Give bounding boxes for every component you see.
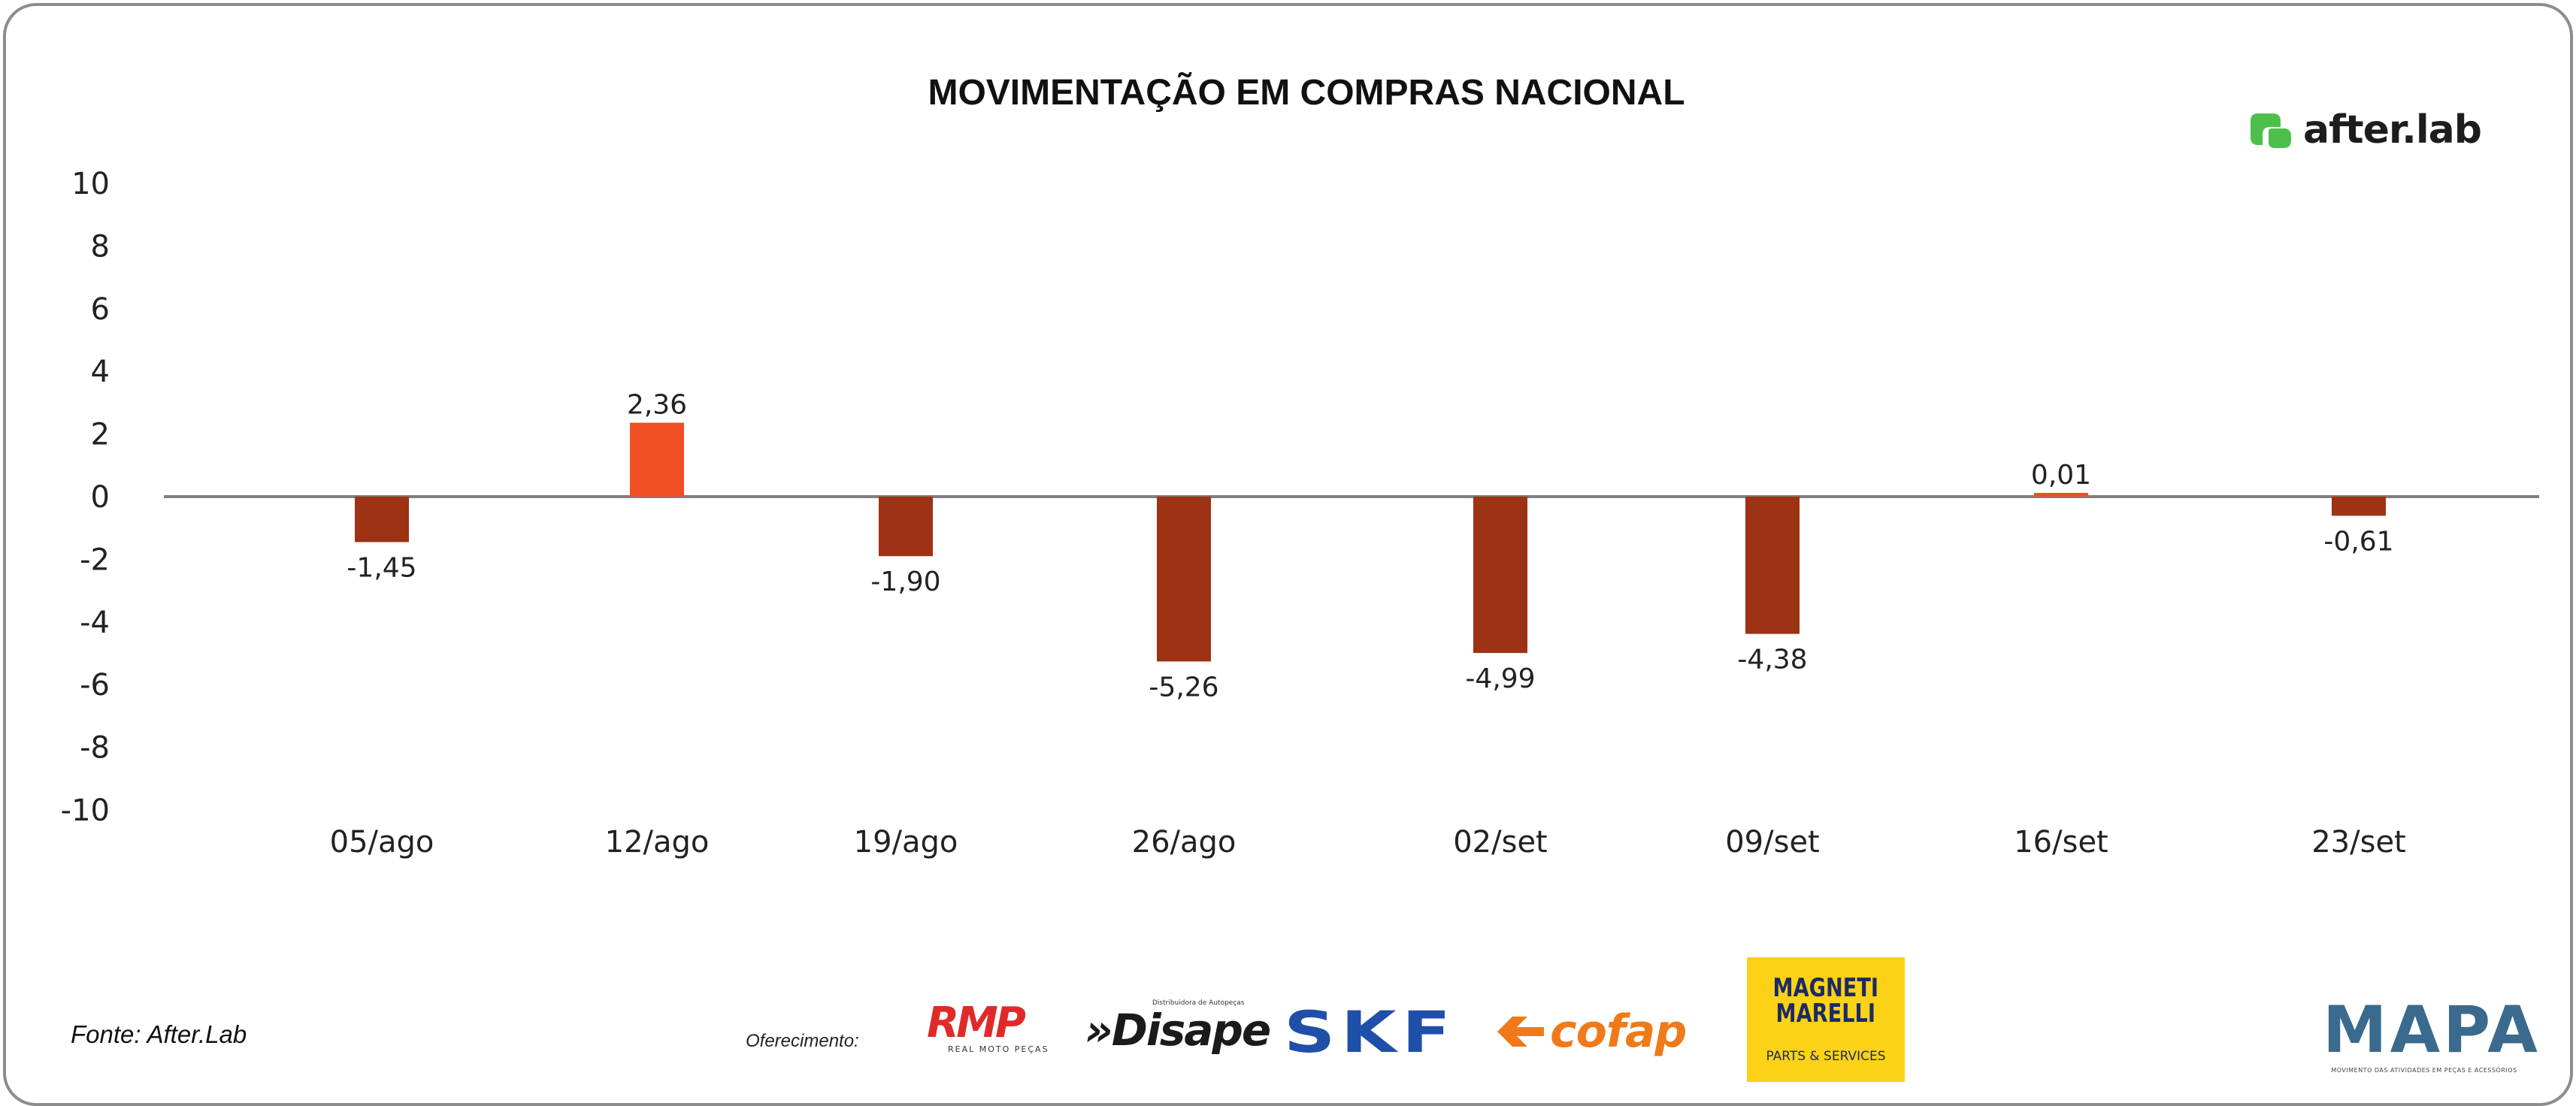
bar	[630, 422, 684, 497]
bar	[2034, 493, 2088, 497]
bar	[1157, 497, 1211, 662]
magneti-line2: MARELLI	[1775, 999, 1876, 1029]
data-label: -0,61	[2323, 526, 2393, 557]
y-tick-label: -10	[61, 793, 110, 828]
mapa-logo: MAPA MOVIMENTO DAS ATIVIDADES EM PEÇAS E…	[2323, 993, 2541, 1080]
data-label: -1,90	[870, 567, 940, 597]
x-tick-label: 23/set	[2311, 825, 2406, 860]
x-tick-label: 16/set	[2014, 825, 2108, 860]
x-axis: 05/ago 12/ago 19/ago 26/ago 02/set 09/set 16/s…	[330, 825, 2406, 860]
data-label: -1,45	[347, 552, 416, 583]
magneti-line1: MAGNETI	[1772, 973, 1879, 1003]
x-tick-label: 09/set	[1725, 825, 1820, 860]
magneti-marelli-logo: MAGNETI MARELLI PARTS & SERVICES	[1747, 957, 1905, 1082]
cofap-logo: cofap	[1494, 1005, 1687, 1058]
data-label: 0,01	[2031, 460, 2091, 491]
rmp-wordmark: RMP	[927, 999, 1026, 1047]
x-tick-label: 19/ago	[854, 825, 958, 860]
y-tick-label: 8	[91, 229, 110, 264]
y-tick-label: -6	[80, 668, 110, 703]
y-tick-label: 2	[91, 418, 110, 452]
sponsor-label: Oferecimento:	[746, 1031, 859, 1051]
bar-chart: 10 8 6 4 2 0 -2 -4 -6 -8 -10 -1,45 2,36 -1,90 -5,26 -4…	[61, 167, 2539, 860]
x-tick-label: 02/set	[1453, 825, 1548, 860]
disape-logo: Distribuidora de Autopeças »Disape	[1085, 999, 1271, 1059]
bars	[355, 422, 2386, 662]
afterlab-logo-icon	[2251, 113, 2291, 148]
rmp-subtitle: REAL MOTO PEÇAS	[948, 1044, 1049, 1054]
disape-wordmark: »Disape	[1085, 1005, 1271, 1056]
disape-tagline: Distribuidora de Autopeças	[1152, 999, 1245, 1007]
y-tick-label: 6	[91, 292, 110, 327]
y-tick-label: -4	[80, 606, 110, 640]
x-tick-label: 12/ago	[605, 825, 710, 860]
magneti-subtitle: PARTS & SERVICES	[1766, 1049, 1886, 1064]
mapa-subtitle: MOVIMENTO DAS ATIVIDADES EM PEÇAS E ACES…	[2331, 1067, 2517, 1074]
y-tick-label: -8	[80, 731, 110, 766]
chart-title: MOVIMENTAÇÃO EM COMPRAS NACIONAL	[928, 73, 1685, 113]
bar	[1473, 497, 1527, 654]
cofap-wordmark: cofap	[1550, 1005, 1687, 1058]
chart-frame: MOVIMENTAÇÃO EM COMPRAS NACIONAL 10 8 6 4 2 0…	[3, 3, 2573, 1106]
y-tick-label: 10	[71, 167, 110, 201]
afterlab-logo: after.lab	[2246, 104, 2482, 156]
x-tick-label: 26/ago	[1132, 825, 1237, 860]
data-label: -4,38	[1737, 645, 1807, 675]
rmp-logo: RMP REAL MOTO PEÇAS	[927, 1002, 1062, 1061]
cofap-mark-icon	[1497, 1017, 1544, 1047]
y-tick-label: 0	[91, 480, 110, 515]
data-labels: -1,45 2,36 -1,90 -5,26 -4,99 -4,38 0,01 -0,61	[347, 390, 2393, 703]
bar	[2332, 497, 2386, 516]
afterlab-wordmark: after.lab	[2303, 107, 2482, 153]
skf-wordmark: SKF	[1284, 998, 1457, 1065]
x-tick-label: 05/ago	[330, 825, 434, 860]
data-label: -4,99	[1465, 663, 1535, 694]
skf-logo: SKF	[1284, 999, 1451, 1065]
bar	[355, 497, 409, 542]
y-tick-label: 4	[91, 355, 110, 389]
data-label: 2,36	[627, 390, 687, 421]
bar	[879, 497, 933, 557]
y-tick-label: -2	[80, 542, 110, 577]
y-axis: 10 8 6 4 2 0 -2 -4 -6 -8 -10	[61, 167, 110, 828]
data-label: -5,26	[1149, 672, 1218, 703]
source-note: Fonte: After.Lab	[71, 1020, 247, 1048]
mapa-wordmark: MAPA	[2323, 993, 2541, 1068]
bar	[1745, 497, 1800, 634]
